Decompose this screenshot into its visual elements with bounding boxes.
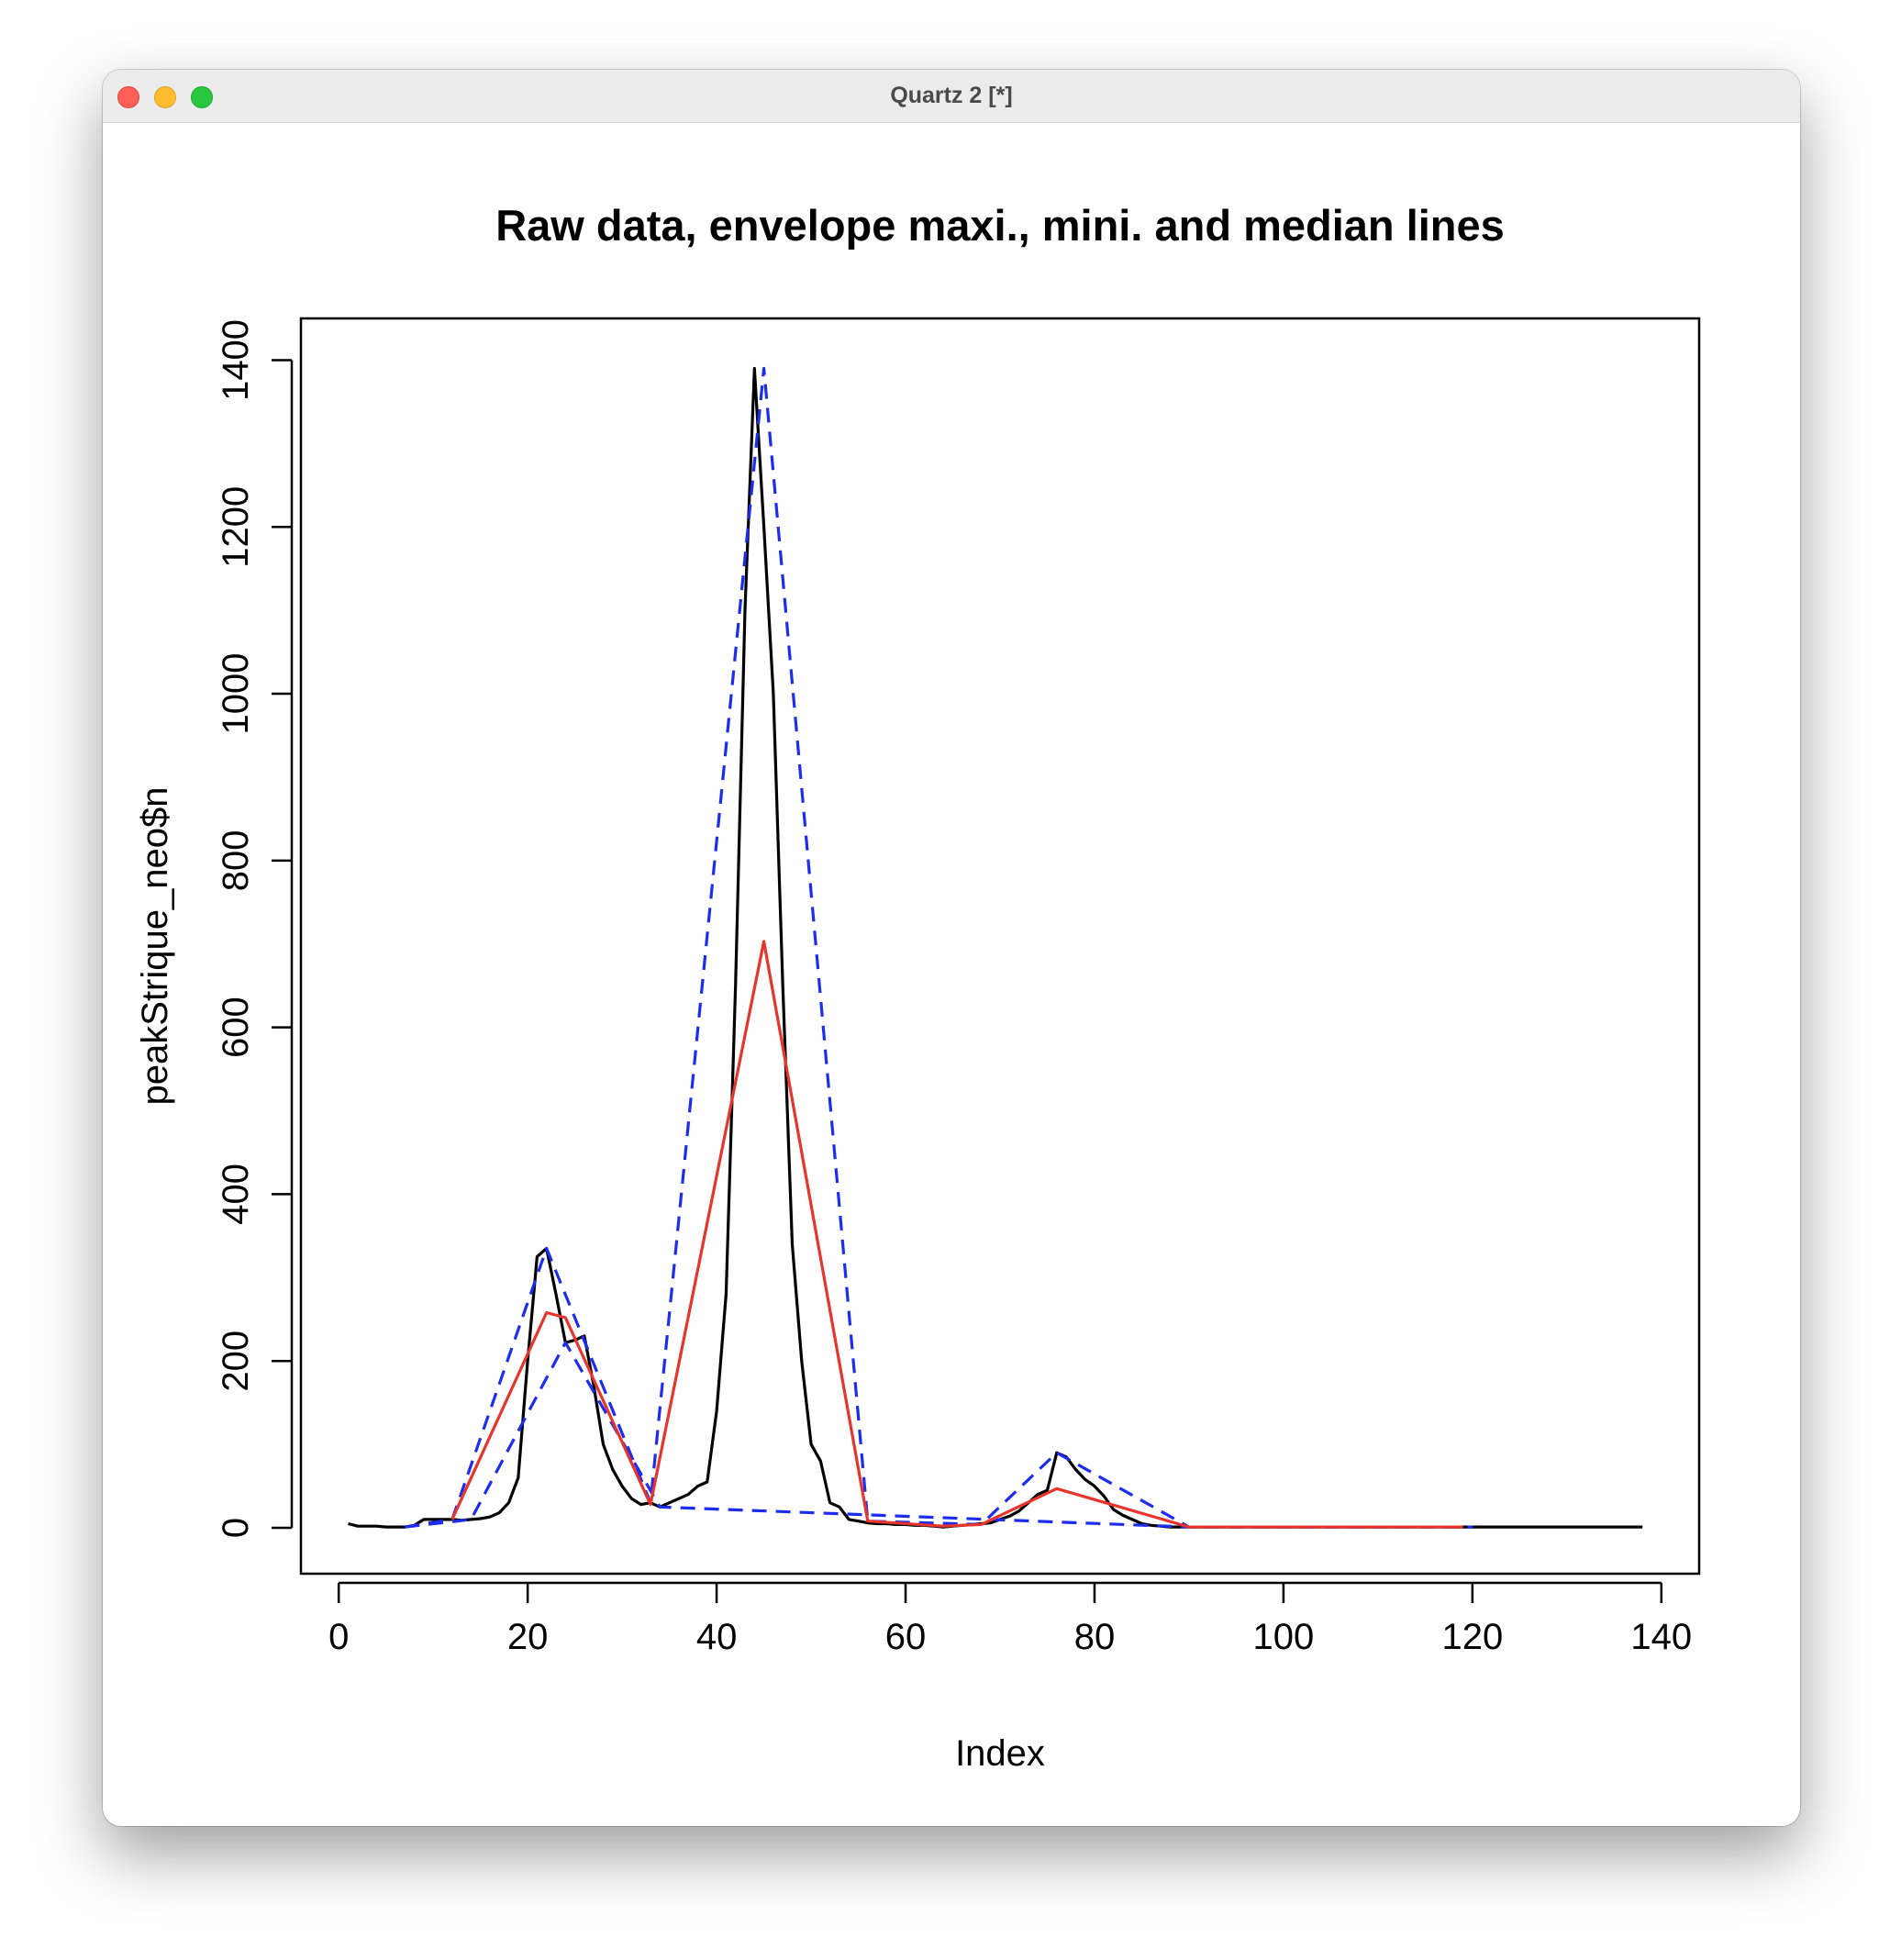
x-axis-label: Index	[955, 1733, 1045, 1774]
y-tick-label: 1200	[216, 486, 256, 568]
x-tick-label: 20	[507, 1617, 549, 1657]
series-line-4	[450, 940, 1463, 1529]
minimize-button[interactable]	[154, 86, 176, 108]
series-line-1	[348, 366, 1643, 1529]
chart-title: Raw data, envelope maxi., mini. and medi…	[495, 201, 1505, 250]
y-tick-label: 200	[216, 1331, 256, 1392]
y-axis: 0 200 400 600 800 1000 1200 1400	[216, 319, 294, 1538]
x-tick-label: 100	[1253, 1617, 1315, 1657]
y-axis-label: peakStrique_neo$n	[135, 787, 175, 1106]
y-tick-label: 1400	[216, 319, 256, 401]
y-tick-label: 800	[216, 830, 256, 891]
y-tick-label: 0	[216, 1518, 256, 1538]
y-tick-label: 600	[216, 997, 256, 1058]
series-line-2-dashed	[405, 366, 1473, 1529]
x-axis: 0 20 40 60 80 100 120 140	[328, 1581, 1692, 1657]
x-tick-label: 80	[1074, 1617, 1116, 1657]
x-tick-label: 140	[1630, 1617, 1692, 1657]
line-chart: Raw data, envelope maxi., mini. and medi…	[135, 201, 1701, 1774]
window-titlebar[interactable]: Quartz 2 [*]	[103, 70, 1800, 123]
window-title: Quartz 2 [*]	[890, 83, 1013, 108]
plot-window: Quartz 2 [*] Raw data, envelope maxi., m…	[103, 70, 1800, 1826]
plot-frame	[299, 317, 1701, 1576]
plot-area: Raw data, envelope maxi., mini. and medi…	[103, 123, 1800, 1826]
y-tick-label: 400	[216, 1164, 256, 1225]
x-tick-label: 0	[328, 1617, 349, 1657]
close-button[interactable]	[117, 86, 139, 108]
series-layer	[348, 366, 1643, 1529]
y-tick-label: 1000	[216, 653, 256, 735]
series-line-3-dashed	[405, 1341, 1463, 1529]
x-tick-label: 40	[696, 1617, 738, 1657]
x-tick-label: 60	[885, 1617, 927, 1657]
zoom-button[interactable]	[191, 86, 213, 108]
x-tick-label: 120	[1441, 1617, 1503, 1657]
